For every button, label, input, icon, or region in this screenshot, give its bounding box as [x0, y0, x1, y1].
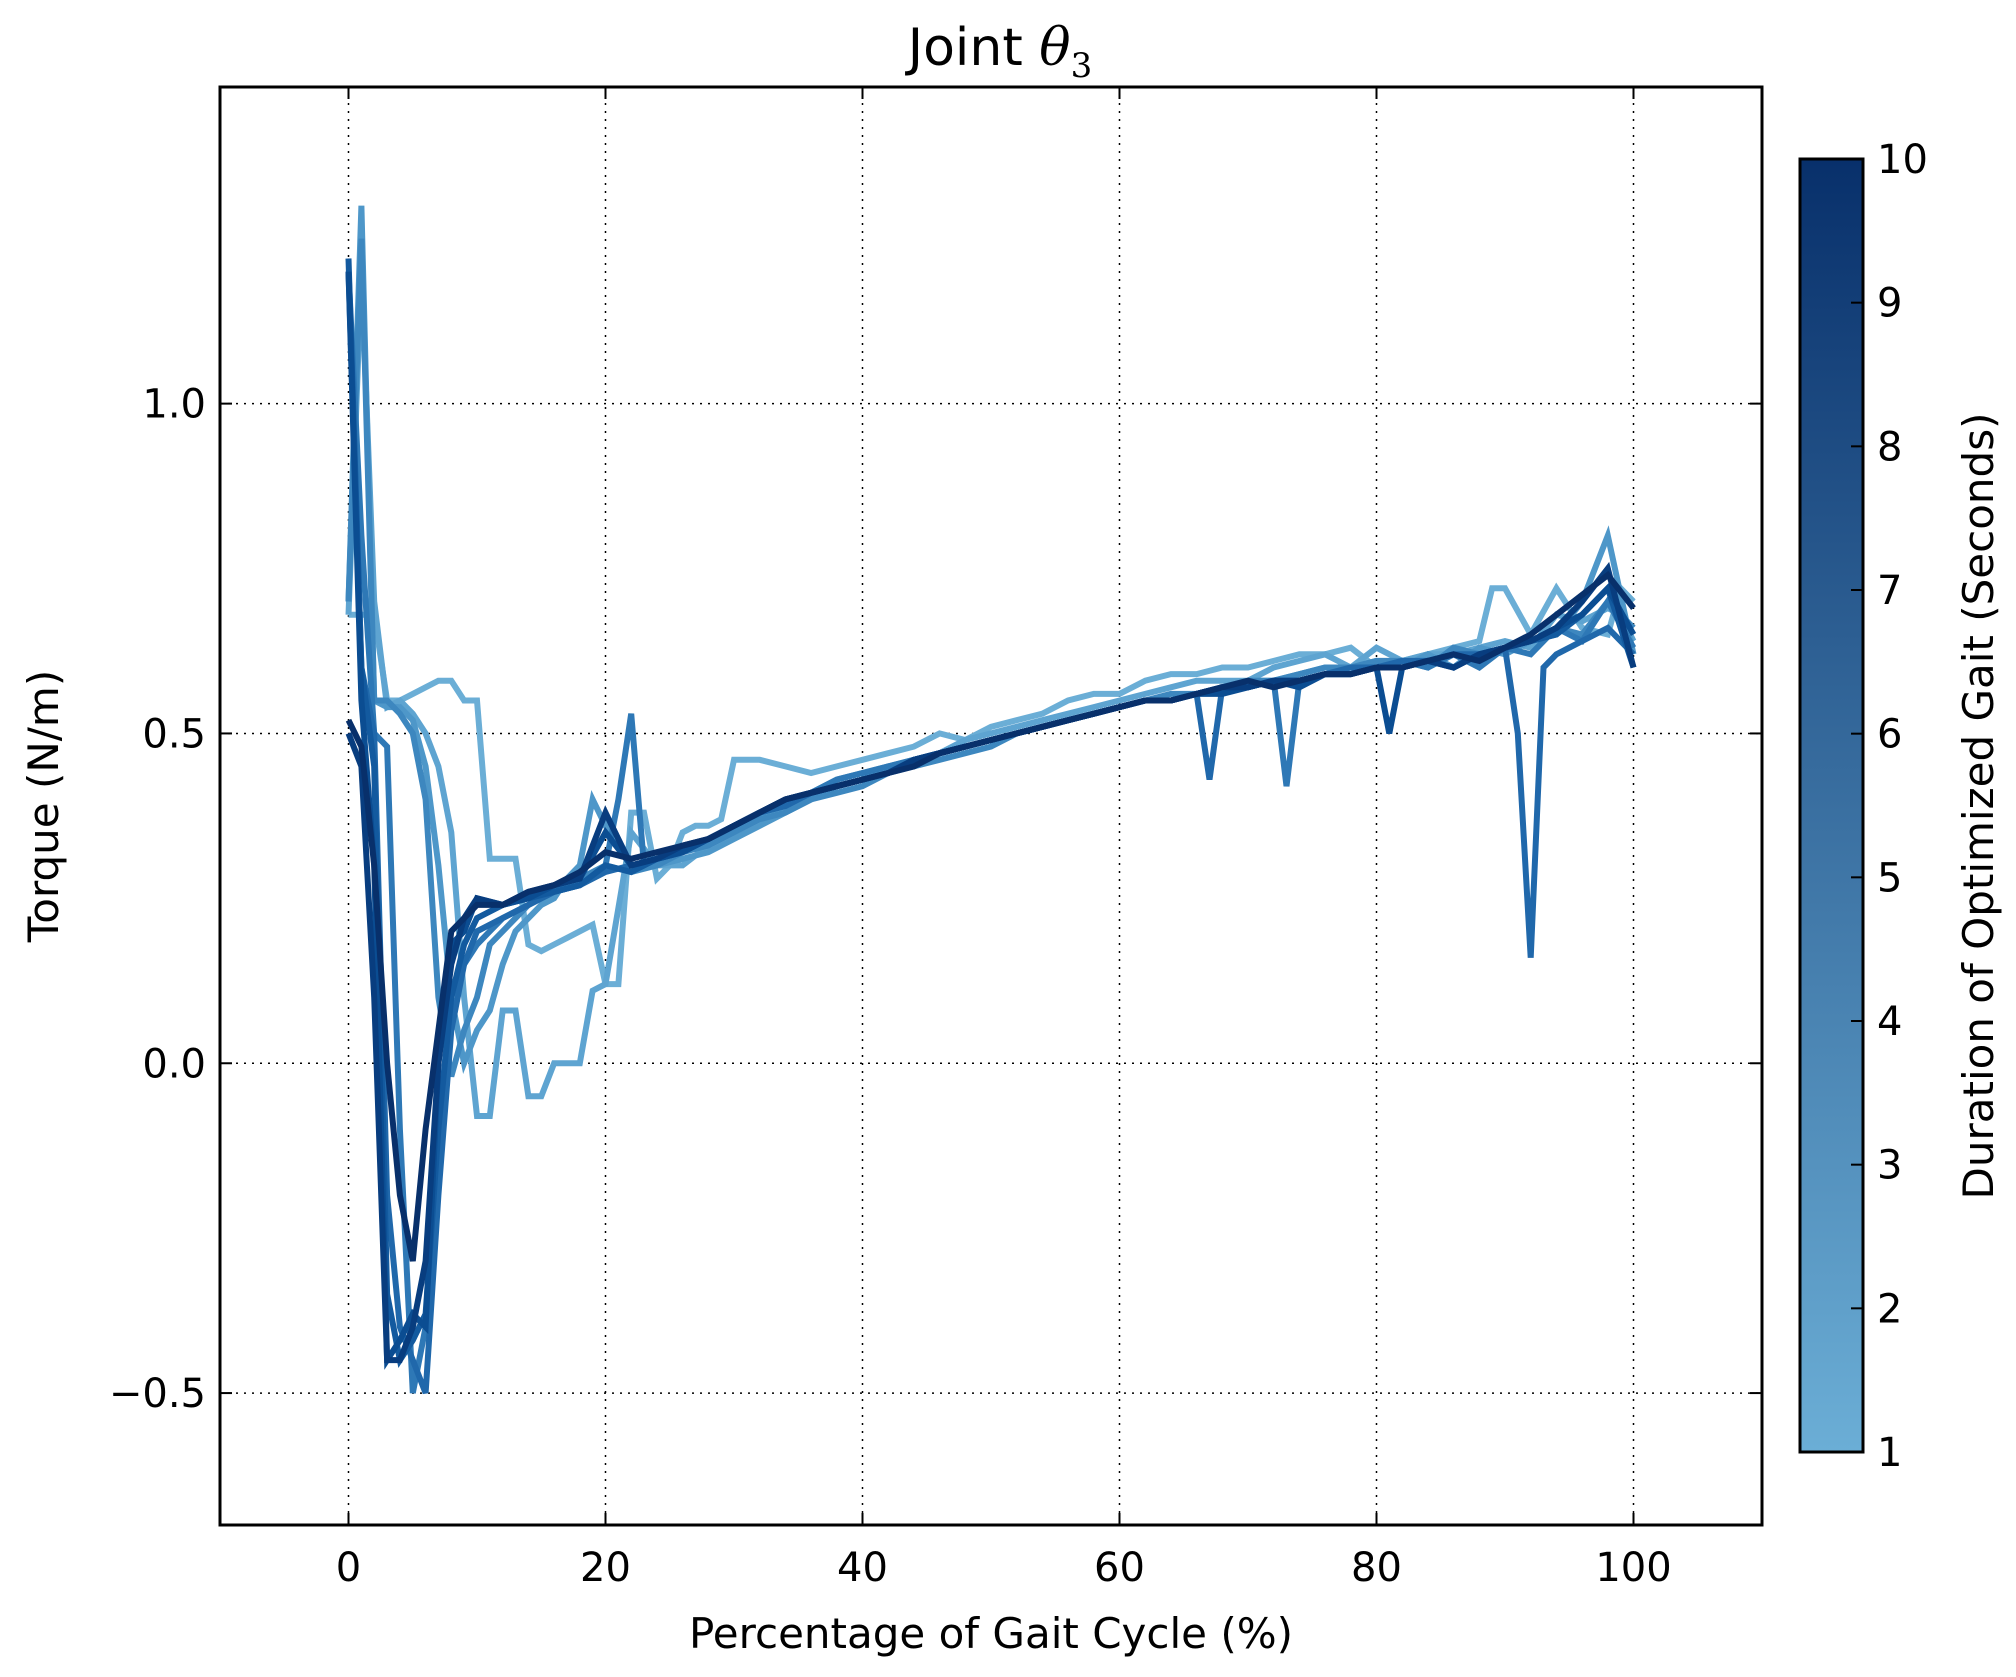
colorbar — [1798, 157, 1865, 1454]
colorbar-tick-label: 1 — [1877, 1430, 1902, 1476]
y-tick-label: 0.0 — [142, 1041, 206, 1087]
colorbar-tick-label: 4 — [1877, 999, 1902, 1045]
series-group — [345, 205, 1637, 1395]
y-tick-label: 1.0 — [142, 382, 206, 428]
colorbar-label: Duration of Optimized Gait (Seconds) — [1954, 413, 2003, 1200]
grid — [220, 87, 1762, 1525]
chart-title-subscript: 3 — [1071, 46, 1093, 86]
colorbar-tick-label: 2 — [1877, 1286, 1902, 1332]
y-tick-label: −0.5 — [109, 1371, 206, 1417]
plot-frame — [218, 85, 1764, 1527]
x-axis-label: Percentage of Gait Cycle (%) — [689, 1609, 1293, 1658]
colorbar-tick-label: 6 — [1877, 712, 1902, 758]
colorbar-tick-label: 8 — [1877, 424, 1902, 470]
colorbar-tick-label: 3 — [1877, 1143, 1902, 1189]
x-tick-label: 0 — [336, 1545, 361, 1591]
series-line-10 — [345, 570, 1636, 1262]
x-tick-label: 40 — [837, 1545, 888, 1591]
series-line-3 — [345, 205, 1637, 1075]
chart-title: Joint θ3 — [905, 18, 1092, 86]
y-axis-label: Torque (N/m) — [19, 670, 68, 943]
series-line-1 — [348, 582, 1636, 988]
colorbar-ticks: 1 2 3 4 5 6 7 8 9 10 — [1851, 137, 1928, 1476]
series-line-7 — [345, 258, 1637, 1368]
colorbar-tick-label: 9 — [1877, 281, 1902, 327]
x-tick-label: 60 — [1094, 1545, 1145, 1591]
ticks: 0 20 40 60 80 100 −0.5 0.0 0.5 1.0 — [109, 87, 1762, 1591]
colorbar-tick-label: 5 — [1877, 855, 1902, 901]
y-tick-label: 0.5 — [142, 711, 206, 757]
series-line-2 — [345, 271, 1637, 1119]
colorbar-tick-label: 7 — [1877, 568, 1902, 614]
series-line-9 — [345, 561, 1637, 1364]
x-tick-label: 100 — [1595, 1545, 1671, 1591]
series-line-6 — [345, 271, 1636, 1395]
colorbar-tick-label: 10 — [1877, 137, 1928, 183]
x-tick-label: 20 — [580, 1545, 631, 1591]
series-line-8 — [345, 271, 1637, 1370]
chart-title-symbol: θ — [1039, 18, 1070, 78]
x-tick-label: 80 — [1351, 1545, 1402, 1591]
chart-title-text: Joint — [905, 18, 1039, 78]
series-line-5 — [345, 271, 1637, 1394]
